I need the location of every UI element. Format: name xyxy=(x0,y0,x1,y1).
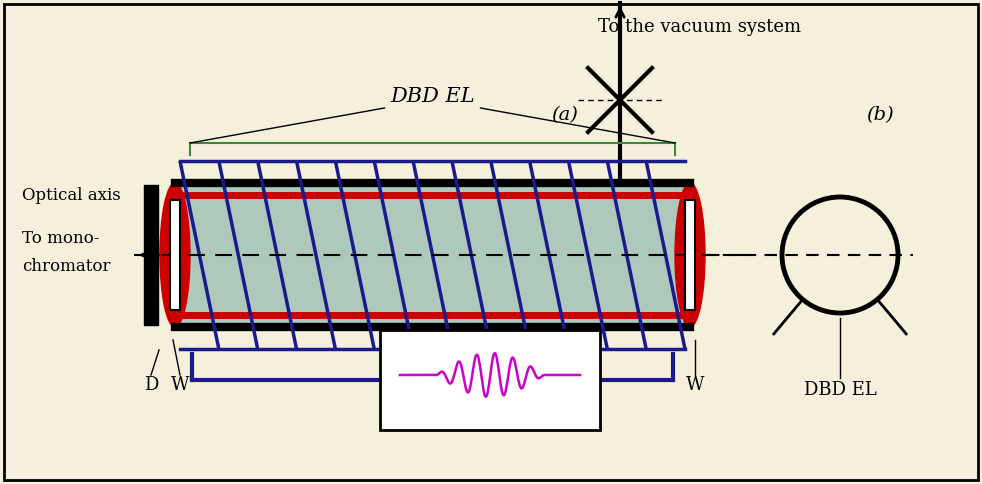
Text: RF pulse: RF pulse xyxy=(453,405,527,422)
Text: DBD EL: DBD EL xyxy=(803,381,876,399)
Bar xyxy=(380,330,600,430)
Bar xyxy=(175,183,690,327)
Text: W: W xyxy=(171,376,190,394)
Text: (a): (a) xyxy=(552,106,578,124)
Text: D: D xyxy=(143,376,158,394)
Bar xyxy=(685,200,695,310)
Text: To the vacuum system: To the vacuum system xyxy=(598,18,801,36)
Text: chromator: chromator xyxy=(22,258,111,275)
Text: Optical axis: Optical axis xyxy=(22,186,121,203)
Text: (b): (b) xyxy=(866,106,894,124)
Circle shape xyxy=(782,197,898,313)
Ellipse shape xyxy=(160,183,190,327)
Text: DBD EL: DBD EL xyxy=(390,87,475,106)
Bar xyxy=(170,200,180,310)
Text: To mono-: To mono- xyxy=(22,230,99,247)
Bar xyxy=(144,185,158,325)
Ellipse shape xyxy=(675,183,705,327)
Text: W: W xyxy=(685,376,704,394)
